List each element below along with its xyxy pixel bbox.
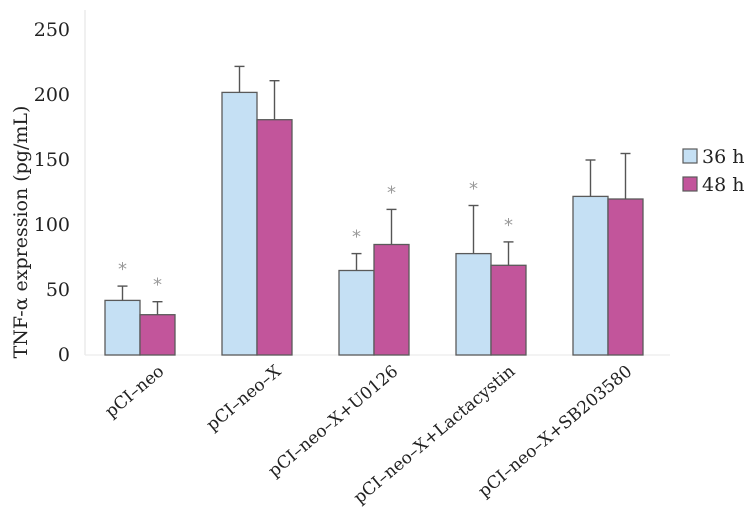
y-axis-title: TNF-α expression (pg/mL) [10, 106, 32, 359]
bar-series-2 [607, 198, 644, 356]
significance-marker: * [352, 227, 361, 248]
bar-series-2 [256, 119, 293, 356]
significance-marker: * [153, 275, 162, 296]
legend-label: 36 h [702, 146, 744, 168]
significance-marker: * [387, 182, 396, 203]
bar-series-1 [338, 269, 375, 356]
y-tick-label: 50 [46, 279, 70, 301]
x-tick-label: pCI–neo [101, 362, 168, 423]
significance-marker: * [504, 215, 513, 236]
bars: * * * * * * [104, 65, 644, 356]
bar-series-2 [490, 264, 527, 356]
axes: 0 50 100 150 200 250 [34, 10, 670, 366]
x-tick-label: pCI–neo–X+U0126 [265, 362, 403, 482]
y-tick-label: 200 [34, 84, 70, 106]
y-tick-label: 250 [34, 19, 70, 41]
bar-series-1 [104, 299, 141, 356]
significance-marker: * [118, 259, 127, 280]
y-tick-label: 100 [34, 214, 70, 236]
legend-swatch [682, 176, 698, 192]
x-tick-label: pCI–neo–X [203, 361, 286, 435]
bar-series-1 [455, 252, 492, 356]
bar-series-1 [221, 91, 258, 356]
x-tick-labels: pCI–neo pCI–neo–XpCI–neo–X+U0126pCI–neo–X… [101, 361, 636, 508]
legend: 36 h 48 h [682, 146, 744, 196]
y-tick-label: 0 [58, 344, 70, 366]
y-tick-label: 150 [34, 149, 70, 171]
bar-series-2 [139, 314, 176, 356]
bar-series-1 [572, 195, 609, 356]
bar-series-2 [373, 243, 410, 356]
legend-swatch [682, 148, 698, 164]
legend-label: 48 h [702, 174, 744, 196]
significance-marker: * [469, 179, 478, 200]
